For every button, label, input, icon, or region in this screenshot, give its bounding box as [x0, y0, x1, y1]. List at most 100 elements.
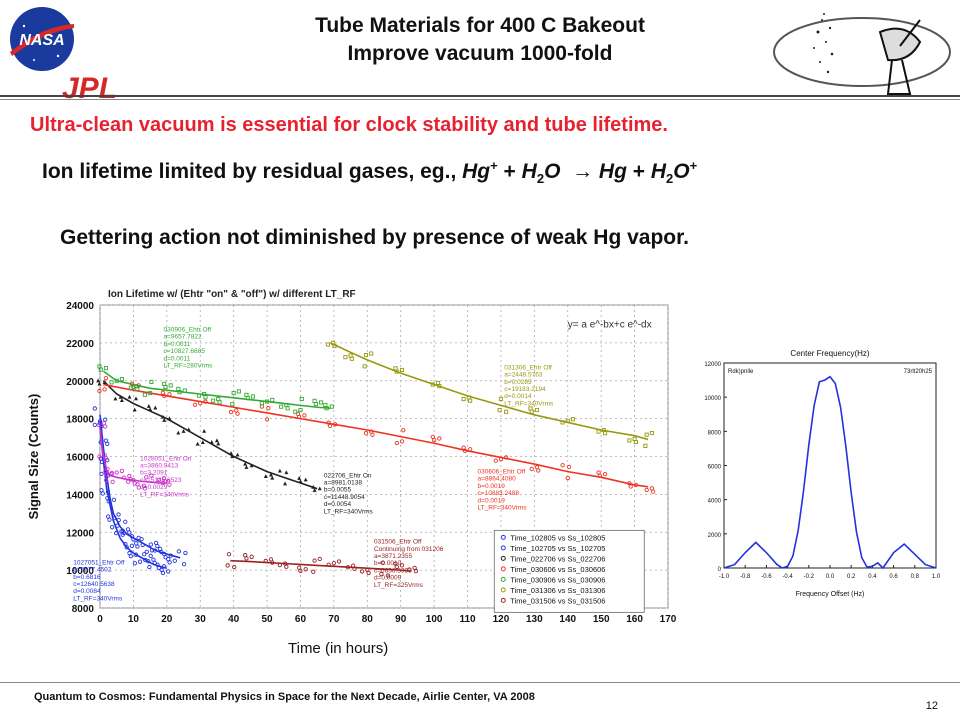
data-point — [129, 534, 135, 539]
annotation-line: c=11448.9054 — [324, 494, 365, 501]
data-point — [97, 381, 102, 386]
data-point — [312, 398, 317, 403]
y-tick-label: 10000 — [66, 566, 94, 577]
data-point — [182, 388, 187, 393]
annotation-line: d=0.0014 — [504, 393, 532, 400]
data-point — [379, 571, 384, 577]
data-point — [363, 353, 369, 358]
data-point — [596, 470, 601, 475]
data-point — [627, 438, 632, 443]
y-tick-label: 12000 — [704, 362, 721, 368]
data-point — [129, 543, 135, 548]
bullet-ion-lifetime: Ion lifetime limited by residual gases, … — [42, 158, 697, 186]
fit-annotation: 030606_Ehtr Off a=8864.4080 b=0.0019 c=1088… — [478, 469, 528, 512]
data-point — [119, 529, 124, 534]
data-point — [167, 392, 172, 397]
data-point — [399, 439, 405, 444]
data-point — [633, 482, 639, 488]
legend-marker — [500, 587, 506, 593]
y-tick-label: 2000 — [708, 533, 722, 539]
x-tick-label: 0 — [97, 614, 103, 625]
data-point — [643, 443, 648, 448]
data-point — [134, 396, 139, 401]
data-point — [161, 564, 167, 569]
annotation-line: a=2448.5763 — [504, 372, 543, 379]
data-point — [144, 549, 149, 555]
data-point — [326, 562, 331, 567]
x-tick-label: -0.8 — [740, 574, 751, 580]
legend-entry: Time_030606 vs Ss_030606 — [510, 565, 605, 574]
data-point — [649, 431, 654, 436]
data-point — [140, 542, 145, 548]
data-point — [602, 471, 608, 477]
data-point — [166, 556, 171, 562]
data-point — [380, 560, 385, 565]
data-point — [498, 456, 504, 462]
x-tick-label: 130 — [526, 614, 543, 625]
data-point — [250, 394, 256, 399]
frequency-line — [723, 375, 937, 570]
y-tick-label: 0 — [718, 567, 722, 573]
annotation-line: LT_RF=280Vrms — [163, 363, 213, 370]
data-point — [133, 552, 139, 557]
data-point — [234, 408, 239, 413]
data-point — [111, 497, 117, 502]
annotation-line: d=0.0011 — [163, 355, 190, 362]
jpl-logo-text: JPL — [62, 72, 117, 102]
data-point — [127, 473, 132, 479]
data-point — [351, 563, 356, 568]
data-point — [236, 389, 241, 394]
data-point — [270, 475, 275, 480]
series-group — [96, 421, 172, 491]
data-point — [266, 405, 271, 411]
data-point — [147, 564, 152, 570]
data-point — [293, 409, 298, 414]
data-point — [146, 559, 151, 564]
y-tick-label: 14000 — [66, 490, 94, 501]
data-point — [216, 441, 221, 446]
data-point — [336, 559, 342, 564]
legend-entry: Time_031306 vs Ss_031306 — [510, 586, 605, 595]
data-point — [106, 514, 111, 519]
data-point — [209, 440, 214, 444]
data-point — [369, 351, 374, 356]
annotation-line: LT_RF=340Vrms — [324, 508, 374, 515]
data-point — [649, 486, 655, 491]
data-point — [146, 404, 151, 408]
data-point — [323, 402, 328, 408]
data-point — [263, 558, 268, 564]
annotation-line: c=10883.2488 — [478, 490, 520, 497]
annotation-line: b=0.0010 — [374, 560, 402, 567]
data-point — [142, 552, 147, 557]
data-point — [394, 440, 399, 446]
data-point — [116, 518, 121, 523]
data-point — [529, 466, 534, 472]
annotation-line: LT_RF=225Vrms — [374, 582, 424, 589]
series-fit-line — [103, 383, 649, 488]
data-point — [298, 408, 303, 413]
x-tick-label: 1.0 — [932, 574, 941, 580]
data-point — [566, 464, 572, 470]
x-tick-label: 70 — [328, 614, 340, 625]
data-point — [137, 559, 143, 564]
data-point — [467, 447, 473, 452]
data-point — [534, 407, 540, 413]
data-point — [302, 413, 307, 418]
data-point — [114, 470, 119, 475]
data-point — [565, 418, 570, 423]
data-point — [102, 452, 107, 458]
annotation-line: b=3.2091 — [140, 470, 168, 477]
bullet-ion-lifetime-text: Ion lifetime limited by residual gases, … — [42, 160, 463, 183]
data-point — [284, 403, 289, 408]
data-point — [319, 400, 324, 405]
data-point — [312, 558, 317, 563]
annotation-line: b=0.0055 — [324, 487, 352, 494]
data-point — [601, 427, 606, 433]
nasa-logo-text: NASA — [19, 32, 64, 49]
data-point — [435, 380, 441, 385]
x-tick-label: 0.0 — [826, 574, 835, 580]
x-tick-label: 80 — [362, 614, 374, 625]
nasa-logo: NASA — [10, 7, 74, 71]
data-point — [317, 556, 322, 562]
data-point — [565, 475, 570, 481]
